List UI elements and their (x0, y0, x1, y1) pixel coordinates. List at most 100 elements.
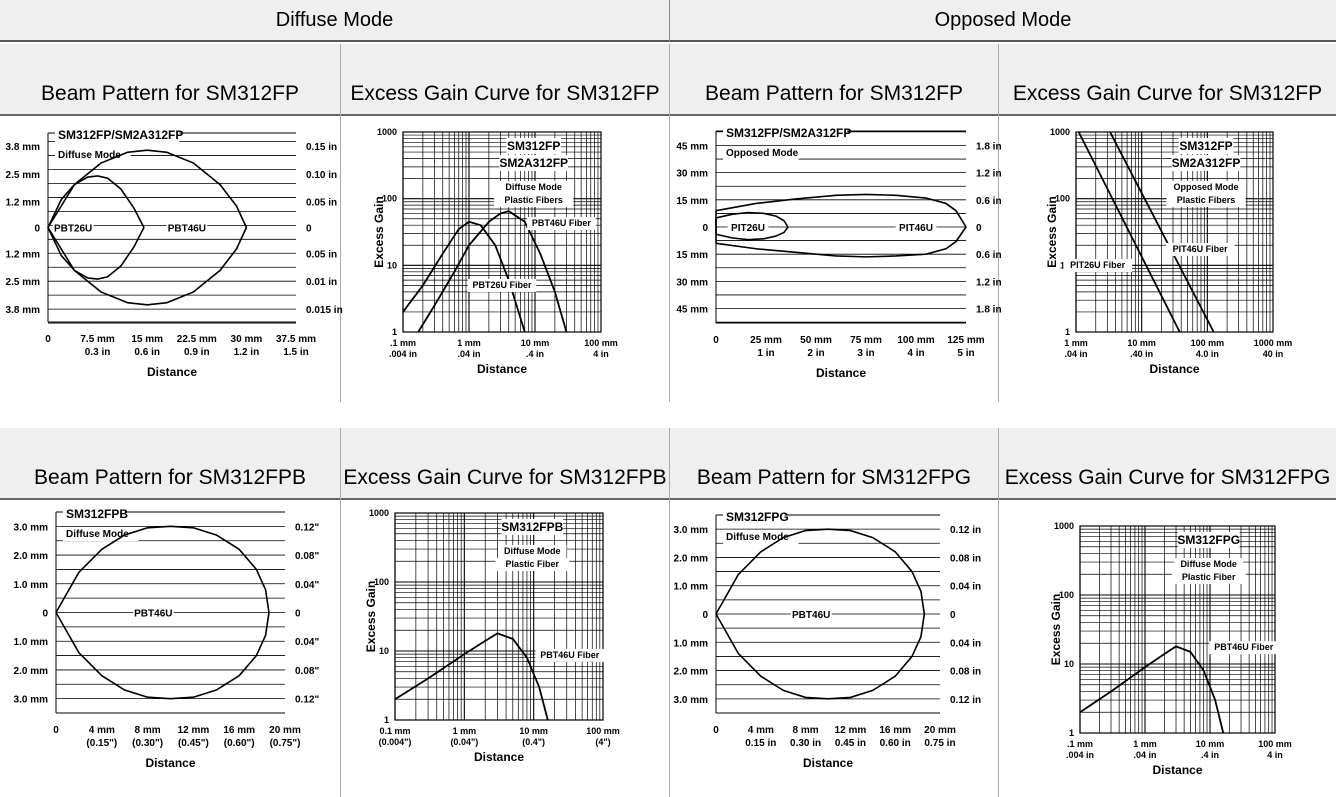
eg1-series-label-1: PBT46U Fiber (532, 218, 592, 228)
bp3-ytick-right: 0.08" (295, 666, 319, 677)
bp2-series-label-1: PIT46U (899, 223, 933, 234)
bp4-xtick: 8 mm (793, 725, 819, 736)
eg3-ytick: 1000 (369, 508, 389, 518)
bp3-series-0 (55, 525, 270, 700)
bp4-xtick: 12 mm (835, 725, 867, 736)
eg2-label-0-bg (1178, 138, 1234, 154)
eg2-xtick-in: .40 in (1130, 349, 1153, 359)
bp4-xtick-in: 0.30 in (790, 738, 821, 749)
bp2-series-label-1-bg (895, 221, 937, 235)
eg2-ytick: 1 (1065, 327, 1070, 337)
bp4-ytick-right: 0.04 in (950, 638, 981, 649)
bp1-xlabel: Distance (147, 365, 197, 379)
eg1-xlabel: Distance (477, 362, 527, 376)
bp1-title-bg (55, 127, 180, 143)
eg3-xtick: 1 mm (453, 726, 477, 736)
bp1-series-label-0-bg (52, 221, 94, 236)
header-gain-sm312fp-diffuse: Excess Gain Curve for SM312FP (341, 44, 669, 116)
eg4-label-2-bg (1171, 571, 1246, 584)
bp3-ytick-left: 1.0 mm (14, 580, 49, 591)
bp2-xtick-in: 3 in (857, 348, 874, 359)
bp4-xtick-in: 0.75 in (924, 738, 955, 749)
eg3-frame (394, 512, 604, 721)
bp3-ytick-right: 0.08" (295, 551, 319, 562)
eg1-xtick: 10 mm (521, 338, 550, 348)
eg1-series-1 (417, 210, 568, 333)
eg4-series-label-0-bg (1209, 641, 1279, 655)
eg4-series-0 (1079, 645, 1225, 734)
bp2-ytick-right: 1.2 in (976, 169, 1002, 180)
eg2-xtick-in: .04 in (1064, 349, 1087, 359)
bp4-series-label-0: PBT46U (792, 610, 830, 621)
bp4-xtick: 20 mm (924, 725, 956, 736)
bp1-subtitle: Diffuse Mode (58, 150, 121, 161)
eg3-series-label-0: PBT46U Fiber (540, 650, 600, 660)
eg3-xtick-in: (4") (595, 737, 610, 747)
eg4-ytick: 100 (1059, 590, 1074, 600)
eg3-ytick: 1 (384, 715, 389, 725)
eg4-label-2: Plastic Fiber (1182, 572, 1236, 582)
eg2-series-label-1-bg (1165, 243, 1235, 256)
bp2-series-label-0: PIT26U (731, 223, 765, 234)
header-gain-sm312fp-opposed: Excess Gain Curve for SM312FP (999, 44, 1336, 116)
eg4-xtick: 1 mm (1133, 739, 1157, 749)
bp1-xtick: 15 mm (131, 334, 163, 345)
bp4-xtick: 16 mm (879, 725, 911, 736)
bp2-subtitle: Opposed Mode (726, 148, 799, 159)
eg4-xtick-in: .4 in (1201, 750, 1219, 760)
bp1-series-label-1-bg (166, 221, 208, 236)
eg1-series-0 (402, 220, 526, 333)
eg3-ytick: 100 (374, 577, 389, 587)
bp3-ytick-right: 0.12" (295, 695, 319, 706)
eg3-xtick: 100 mm (586, 726, 620, 736)
eg2-label-1-bg (1171, 155, 1241, 171)
bp3-title-bg (63, 506, 125, 522)
eg1-xtick: .1 mm (390, 338, 416, 348)
bp4-ytick-right: 0.12 in (950, 695, 981, 706)
bp2-series-0 (715, 211, 789, 241)
bp3-xtick-in: (0.30") (132, 738, 163, 749)
bp4-ytick-left: 1.0 mm (674, 582, 709, 593)
bp2-ytick-left: 0 (702, 223, 708, 234)
bp1-ytick-right: 0.01 in (306, 277, 337, 288)
bp3-ytick-left: 3.0 mm (14, 522, 49, 533)
bp2-ytick-right: 1.2 in (976, 277, 1002, 288)
eg2-label-2: Opposed Mode (1174, 182, 1239, 192)
eg4-ytick: 1 (1069, 728, 1074, 738)
eg1-xtick-in: 4 in (593, 349, 609, 359)
bp2-ytick-right: 1.8 in (976, 305, 1002, 316)
bp4-ytick-left: 3.0 mm (674, 525, 709, 536)
bp2-xtick: 0 (713, 335, 719, 346)
bp3-ytick-right: 0 (295, 609, 301, 620)
bp2-ytick-left: 30 mm (676, 277, 708, 288)
eg4-ytick: 1000 (1054, 521, 1074, 531)
bp2-xtick-in: 5 in (957, 348, 974, 359)
bp1-xtick: 7.5 mm (80, 334, 115, 345)
bp2-series-1 (715, 193, 967, 258)
bp2-ytick-right: 0.6 in (976, 250, 1002, 261)
eg4-ylabel: Excess Gain (1049, 594, 1063, 665)
eg2-ytick: 1000 (1050, 127, 1070, 137)
eg3-label-0: SM312FPB (501, 520, 563, 534)
bp3-ytick-right: 0.04" (295, 637, 319, 648)
bp1-ytick-left: 1.2 mm (6, 198, 41, 209)
bp1-ytick-right: 0.15 in (306, 142, 337, 153)
bp4-ytick-left: 3.0 mm (674, 695, 709, 706)
bp2-xtick: 125 mm (947, 335, 984, 346)
bp1-ytick-left: 2.5 mm (6, 277, 41, 288)
bp4-ytick-left: 1.0 mm (674, 638, 709, 649)
eg4-xtick: 10 mm (1196, 739, 1225, 749)
bp1-xtick: 30 mm (231, 334, 263, 345)
bp2-ytick-left: 30 mm (676, 169, 708, 180)
eg1-series-label-1-bg (527, 217, 596, 230)
bp2-ytick-left: 15 mm (676, 250, 708, 261)
bp1-ytick-left: 3.8 mm (6, 305, 41, 316)
eg4-series-label-0: PBT46U Fiber (1214, 642, 1274, 652)
bp2-ytick-right: 1.8 in (976, 141, 1002, 152)
header-beam-sm312fp-opposed: Beam Pattern for SM312FP (670, 44, 998, 116)
eg2-series-1 (1109, 131, 1215, 333)
eg3-series-label-0-bg (535, 648, 605, 662)
bp3-subtitle: Diffuse Mode (66, 529, 129, 540)
bp3-xlabel: Distance (145, 756, 195, 770)
eg4-label-0: SM312FPG (1177, 533, 1240, 547)
